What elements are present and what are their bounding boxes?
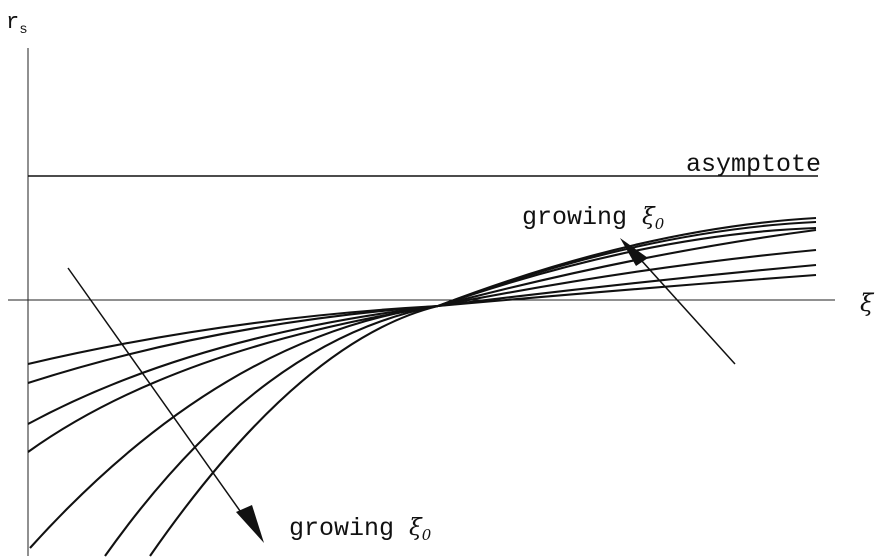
x-axis-label: ξ — [860, 289, 875, 317]
lower-arrow — [67, 267, 264, 543]
curve-family — [27, 216, 817, 557]
upper-arrow — [620, 238, 736, 365]
asymptote-label: asymptote — [686, 150, 821, 179]
upper-growing-label: growing ξ0 — [522, 203, 665, 233]
curve-6 — [104, 220, 817, 557]
lower-growing-label: growing ξ0 — [289, 514, 432, 544]
lower-arrowhead — [236, 505, 264, 543]
curve-7 — [149, 226, 817, 557]
curve-2 — [27, 263, 817, 384]
upper-arrowhead — [620, 238, 648, 266]
y-axis-label: rs — [6, 10, 28, 38]
